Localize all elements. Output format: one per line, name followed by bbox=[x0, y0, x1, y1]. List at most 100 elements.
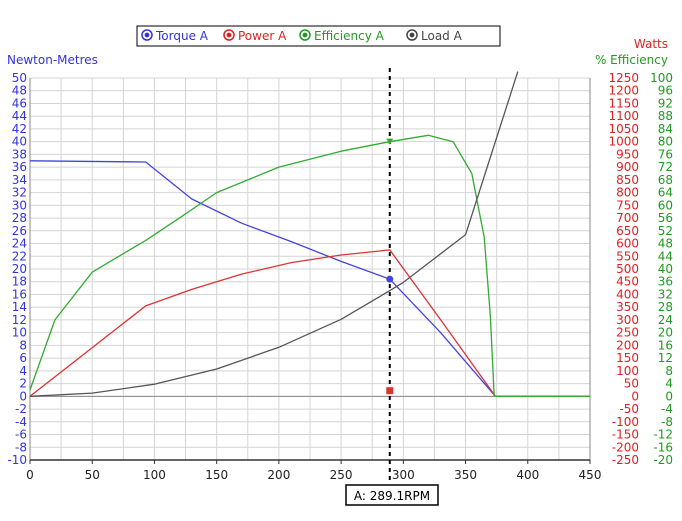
y-left-tick-label: 10 bbox=[12, 326, 27, 340]
grid bbox=[29, 77, 591, 461]
y-left-tick-label: -4 bbox=[15, 415, 27, 429]
y-left-tick-label: 42 bbox=[12, 122, 27, 136]
y-efficiency-tick-label: 4 bbox=[665, 377, 673, 391]
y-efficiency-tick-label: 0 bbox=[665, 389, 673, 403]
y-left-tick-label: 8 bbox=[19, 338, 27, 352]
y-left-tick-label: 28 bbox=[12, 211, 27, 225]
y-efficiency-tick-label: 48 bbox=[658, 237, 673, 251]
axes: -10-8-6-4-202468101214161820222426283032… bbox=[7, 37, 673, 482]
y-left-tick-label: 26 bbox=[12, 224, 27, 238]
x-tick-label: 300 bbox=[392, 468, 415, 482]
radio-dot-icon bbox=[302, 32, 308, 38]
y-left-tick-label: -6 bbox=[15, 428, 27, 442]
y-watts-tick-label: 650 bbox=[616, 224, 639, 238]
x-tick-label: 100 bbox=[143, 468, 166, 482]
y-efficiency-tick-label: 68 bbox=[658, 173, 673, 187]
legend-item-efficiency-a[interactable]: Efficiency A bbox=[299, 29, 385, 43]
y-watts-tick-label: 150 bbox=[616, 351, 639, 365]
y-left-tick-label: 44 bbox=[12, 109, 27, 123]
y-watts-tick-label: 400 bbox=[616, 287, 639, 301]
y-watts-tick-label: -100 bbox=[612, 415, 639, 429]
y-efficiency-tick-label: 40 bbox=[658, 262, 673, 276]
y-efficiency-tick-label: 12 bbox=[658, 351, 673, 365]
y-efficiency-tick-label: 76 bbox=[658, 147, 673, 161]
y-left-tick-label: -10 bbox=[7, 453, 27, 467]
y-left-tick-label: 6 bbox=[19, 351, 27, 365]
y-efficiency-tick-label: 28 bbox=[658, 300, 673, 314]
y-watts-tick-label: -150 bbox=[612, 428, 639, 442]
y-watts-tick-label: 950 bbox=[616, 147, 639, 161]
y-watts-tick-label: 1000 bbox=[608, 135, 639, 149]
legend-label: Torque A bbox=[155, 29, 209, 43]
y-left-tick-label: 2 bbox=[19, 377, 27, 391]
y-efficiency-tick-label: 64 bbox=[658, 186, 673, 200]
y-efficiency-tick-label: 96 bbox=[658, 84, 673, 98]
legend-item-power-a[interactable]: Power A bbox=[223, 29, 287, 43]
cursor-readout-box bbox=[345, 484, 439, 506]
y-left-tick-label: 18 bbox=[12, 275, 27, 289]
y-efficiency-tick-label: 44 bbox=[658, 249, 673, 263]
y-watts-tick-label: 500 bbox=[616, 262, 639, 276]
cursor-readout-label: A: 289.1RPM bbox=[354, 489, 430, 503]
y-efficiency-tick-label: 16 bbox=[658, 338, 673, 352]
y-watts-tick-label: -200 bbox=[612, 440, 639, 454]
y-efficiency-tick-label: -20 bbox=[653, 453, 673, 467]
x-tick-label: 50 bbox=[85, 468, 100, 482]
y-efficiency-tick-label: -4 bbox=[661, 402, 673, 416]
legend[interactable]: Torque A Power A Efficiency A Load A bbox=[136, 25, 501, 47]
y-efficiency-tick-label: 56 bbox=[658, 211, 673, 225]
y-left-tick-label: -8 bbox=[15, 440, 27, 454]
y-efficiency-tick-label: -16 bbox=[653, 440, 673, 454]
y-efficiency-tick-label: 100 bbox=[650, 71, 673, 85]
x-tick-label: 150 bbox=[205, 468, 228, 482]
y-watts-tick-label: 550 bbox=[616, 249, 639, 263]
radio-dot-icon bbox=[409, 32, 415, 38]
legend-item-load-a[interactable]: Load A bbox=[406, 29, 463, 43]
legend-label: Efficiency A bbox=[314, 29, 385, 43]
y-watts-tick-label: 50 bbox=[624, 377, 639, 391]
y-left-axis-title: Newton-Metres bbox=[7, 53, 98, 67]
y-left-tick-label: 24 bbox=[12, 237, 27, 251]
y-watts-tick-label: 450 bbox=[616, 275, 639, 289]
rpm-cursor[interactable]: A: 289.1RPM bbox=[345, 68, 439, 506]
y-efficiency-tick-label: 32 bbox=[658, 287, 673, 301]
x-tick-label: 400 bbox=[516, 468, 539, 482]
y-efficiency-tick-label: 20 bbox=[658, 326, 673, 340]
y-watts-tick-label: 1200 bbox=[608, 84, 639, 98]
y-left-tick-label: 4 bbox=[19, 364, 27, 378]
y-left-tick-label: 40 bbox=[12, 135, 27, 149]
y-efficiency-tick-label: 8 bbox=[665, 364, 673, 378]
y-left-tick-label: 22 bbox=[12, 249, 27, 263]
y-efficiency-tick-label: 24 bbox=[658, 313, 673, 327]
y-watts-tick-label: -250 bbox=[612, 453, 639, 467]
y-efficiency-axis-title: % Efficiency bbox=[595, 53, 668, 67]
y-watts-tick-label: 700 bbox=[616, 211, 639, 225]
y-left-tick-label: 16 bbox=[12, 287, 27, 301]
y-watts-tick-label: -50 bbox=[619, 402, 639, 416]
y-watts-tick-label: 1250 bbox=[608, 71, 639, 85]
x-tick-label: 200 bbox=[267, 468, 290, 482]
x-tick-label: 450 bbox=[579, 468, 602, 482]
y-efficiency-tick-label: -8 bbox=[661, 415, 673, 429]
efficiency-a-marker bbox=[386, 138, 394, 145]
power-a-line bbox=[29, 249, 590, 397]
radio-dot-icon bbox=[144, 32, 150, 38]
legend-label: Load A bbox=[421, 29, 463, 43]
y-left-tick-label: 36 bbox=[12, 160, 27, 174]
y-left-tick-label: 38 bbox=[12, 147, 27, 161]
y-left-tick-label: -2 bbox=[15, 402, 27, 416]
legend-item-torque-a[interactable]: Torque A bbox=[141, 29, 209, 43]
y-efficiency-tick-label: 84 bbox=[658, 122, 673, 136]
y-efficiency-tick-label: 36 bbox=[658, 275, 673, 289]
x-tick-label: 250 bbox=[330, 468, 353, 482]
y-watts-tick-label: 300 bbox=[616, 313, 639, 327]
torque-a-line bbox=[29, 160, 590, 397]
legend-label: Power A bbox=[238, 29, 287, 43]
y-efficiency-tick-label: 52 bbox=[658, 224, 673, 238]
y-watts-tick-label: 250 bbox=[616, 326, 639, 340]
y-watts-tick-label: 1100 bbox=[608, 109, 639, 123]
y-efficiency-tick-label: 80 bbox=[658, 135, 673, 149]
y-watts-tick-label: 200 bbox=[616, 338, 639, 352]
y-watts-tick-label: 350 bbox=[616, 300, 639, 314]
